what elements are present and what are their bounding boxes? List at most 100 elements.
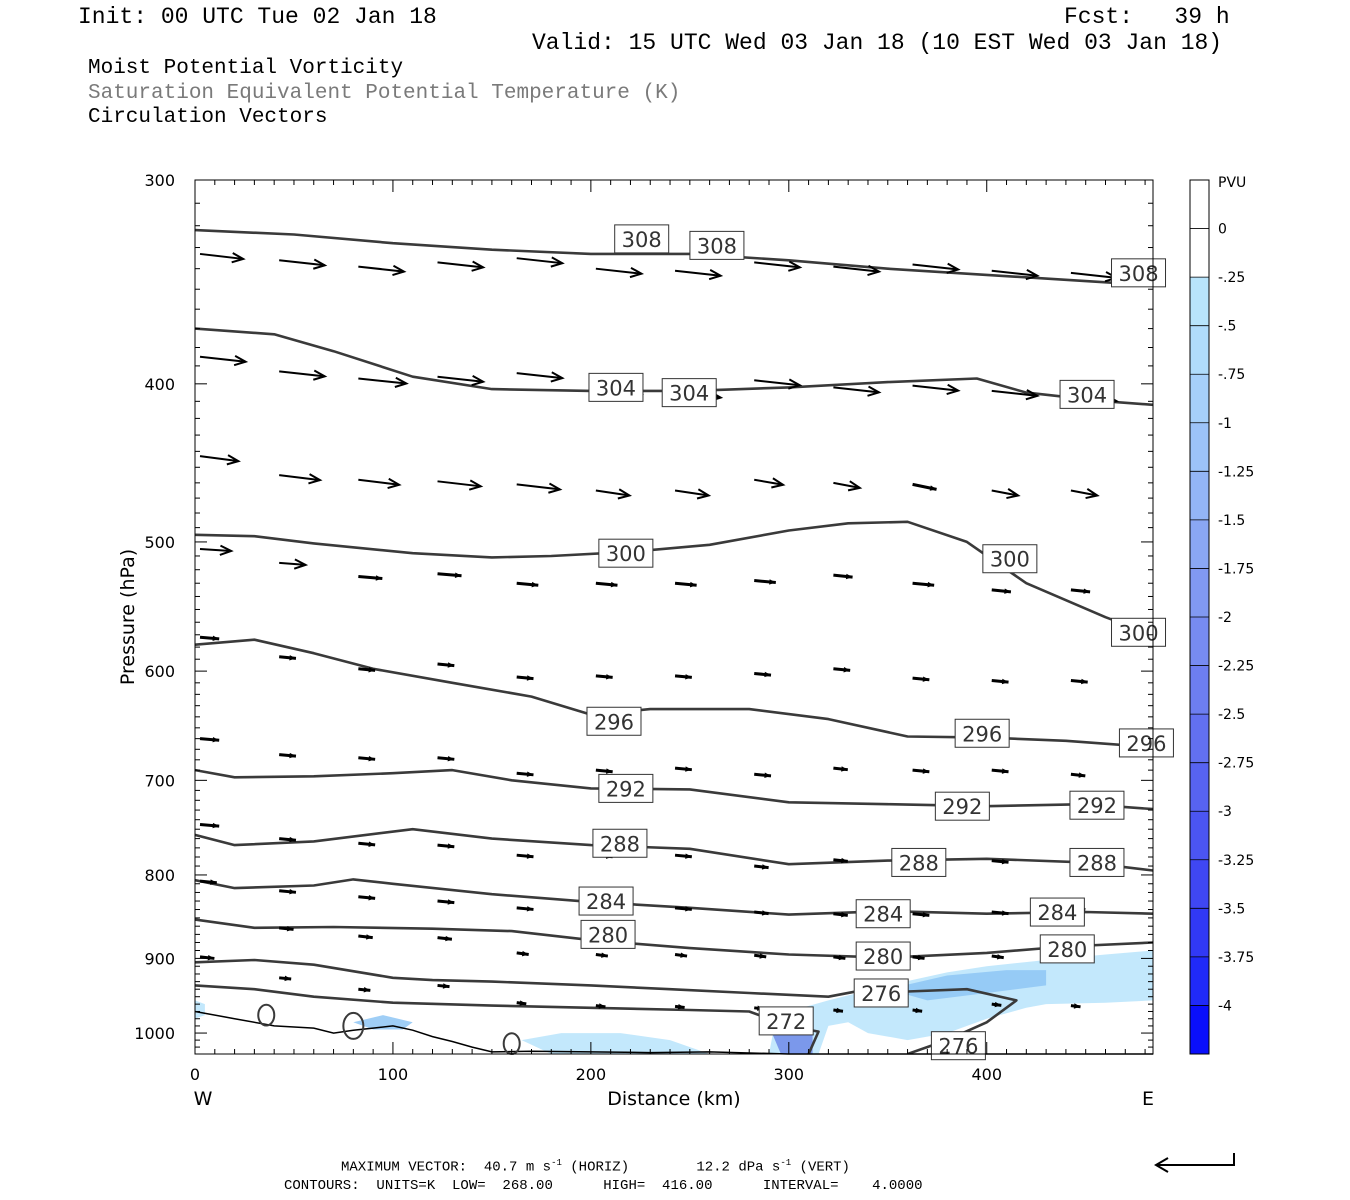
vector-arrow <box>754 260 803 272</box>
vector-arrow <box>754 477 786 489</box>
vector-shaft <box>279 259 325 267</box>
vector-arrow <box>199 736 220 743</box>
colorbar-label: -1.5 <box>1218 513 1245 529</box>
vert-tag: (VERT) <box>799 1159 850 1176</box>
contour-label-text: 288 <box>899 851 939 875</box>
colorbar-swatch <box>1190 374 1209 424</box>
vector-head <box>289 752 296 759</box>
vector-arrow <box>991 389 1040 401</box>
vector-head <box>289 655 296 661</box>
vector-shaft <box>516 372 563 380</box>
vector-head <box>841 911 848 918</box>
vector-shaft <box>833 481 860 489</box>
colorbar-swatch <box>1190 422 1209 472</box>
vector-head <box>605 768 613 774</box>
vector-arrow <box>674 952 688 958</box>
vector-shaft <box>912 263 959 271</box>
vector-arrow <box>516 675 534 681</box>
vector-arrow <box>912 954 925 961</box>
contour-label-box <box>689 230 745 260</box>
vector-head <box>289 888 296 895</box>
contour-label-280: 280 <box>1039 934 1095 964</box>
vector-arrow <box>991 768 1009 774</box>
vector-head <box>629 266 645 279</box>
vector-head <box>445 935 452 942</box>
vector-arrow <box>358 841 376 847</box>
vector-arrow <box>754 772 772 778</box>
vector-arrow <box>358 987 371 993</box>
vector-arrow <box>912 383 961 396</box>
vector-head <box>685 674 692 680</box>
vector-shaft <box>833 386 880 394</box>
vector-shaft <box>991 389 1038 397</box>
contour-label-304: 304 <box>661 378 717 408</box>
field-title-theta-es: Saturation Equivalent Potential Temperat… <box>88 82 681 105</box>
vector-arrow <box>674 488 712 500</box>
colorbar-swatch <box>1190 859 1209 909</box>
contour-label-284: 284 <box>855 899 911 929</box>
vector-arrow <box>199 454 241 466</box>
vector-arrow <box>279 836 297 843</box>
vector-arrow <box>1070 588 1091 594</box>
contour-label-text: 296 <box>594 710 634 734</box>
vector-head <box>526 771 534 777</box>
contour-label-box <box>891 847 947 877</box>
colorbar-label: -2 <box>1218 610 1232 626</box>
contour-308 <box>195 228 1153 287</box>
contour-label-box <box>934 791 990 821</box>
vector-arrow <box>279 558 309 570</box>
contour-288 <box>195 827 1153 872</box>
colorbar-swatch <box>1190 956 1209 1006</box>
vector-head <box>867 264 882 276</box>
contour-label-text: 280 <box>863 945 903 969</box>
contour-label-box <box>1069 847 1125 877</box>
vector-arrow <box>912 676 930 682</box>
vector-arrow <box>754 671 772 678</box>
vector-shaft <box>358 265 405 273</box>
vector-head <box>550 371 565 383</box>
vector-head <box>917 954 925 961</box>
contour-280 <box>195 918 1153 959</box>
y-tick-label: 700 <box>144 771 175 790</box>
x-axis-label: Distance (km) <box>607 1088 740 1110</box>
contour-label-box <box>1039 934 1095 964</box>
pv-region <box>353 1015 413 1030</box>
vector-shaft <box>199 455 239 463</box>
contour-label-text: 292 <box>606 777 646 801</box>
vector-head <box>226 454 241 466</box>
contour-label-text: 300 <box>606 542 646 566</box>
colorbar-label: -1.25 <box>1218 464 1254 480</box>
contour-label-box <box>586 706 642 736</box>
forecast-hour: Fcst: 39 h <box>1064 4 1230 30</box>
contour-label-308: 308 <box>614 224 670 254</box>
contour-label-304: 304 <box>1059 379 1115 409</box>
contour-label-text: 292 <box>942 795 982 819</box>
colorbar-label: -4 <box>1218 998 1232 1014</box>
closed-contour <box>257 1003 276 1027</box>
colorbar-swatch <box>1190 568 1209 618</box>
vector-arrow <box>833 857 848 864</box>
vector-head <box>231 252 246 264</box>
contour-label-box <box>954 718 1010 748</box>
axes: 300 400 500 600 700 800 900 1000 0 100 200 300 400 <box>134 171 1153 1084</box>
colorbar-swatch <box>1190 908 1209 958</box>
vector-head <box>286 926 294 932</box>
contour-label-296: 296 <box>586 706 642 736</box>
vector-head <box>708 269 724 281</box>
contour-label-box <box>1111 258 1167 288</box>
vector-arrow <box>991 1001 1002 1008</box>
east-label: E <box>1142 1088 1154 1110</box>
vector-head <box>293 558 309 570</box>
contour-label-288: 288 <box>891 847 947 877</box>
contour-label-text: 288 <box>600 832 640 856</box>
x-tick-label: 300 <box>774 1065 805 1084</box>
vector-head <box>312 369 328 381</box>
y-tick-label: 800 <box>144 866 175 885</box>
y-tick-label: 500 <box>144 533 175 552</box>
vector-arrow <box>1070 772 1086 778</box>
vector-arrow <box>674 853 692 859</box>
vector-head <box>368 895 376 901</box>
vector-shaft <box>437 375 484 383</box>
vector-head <box>375 575 383 581</box>
